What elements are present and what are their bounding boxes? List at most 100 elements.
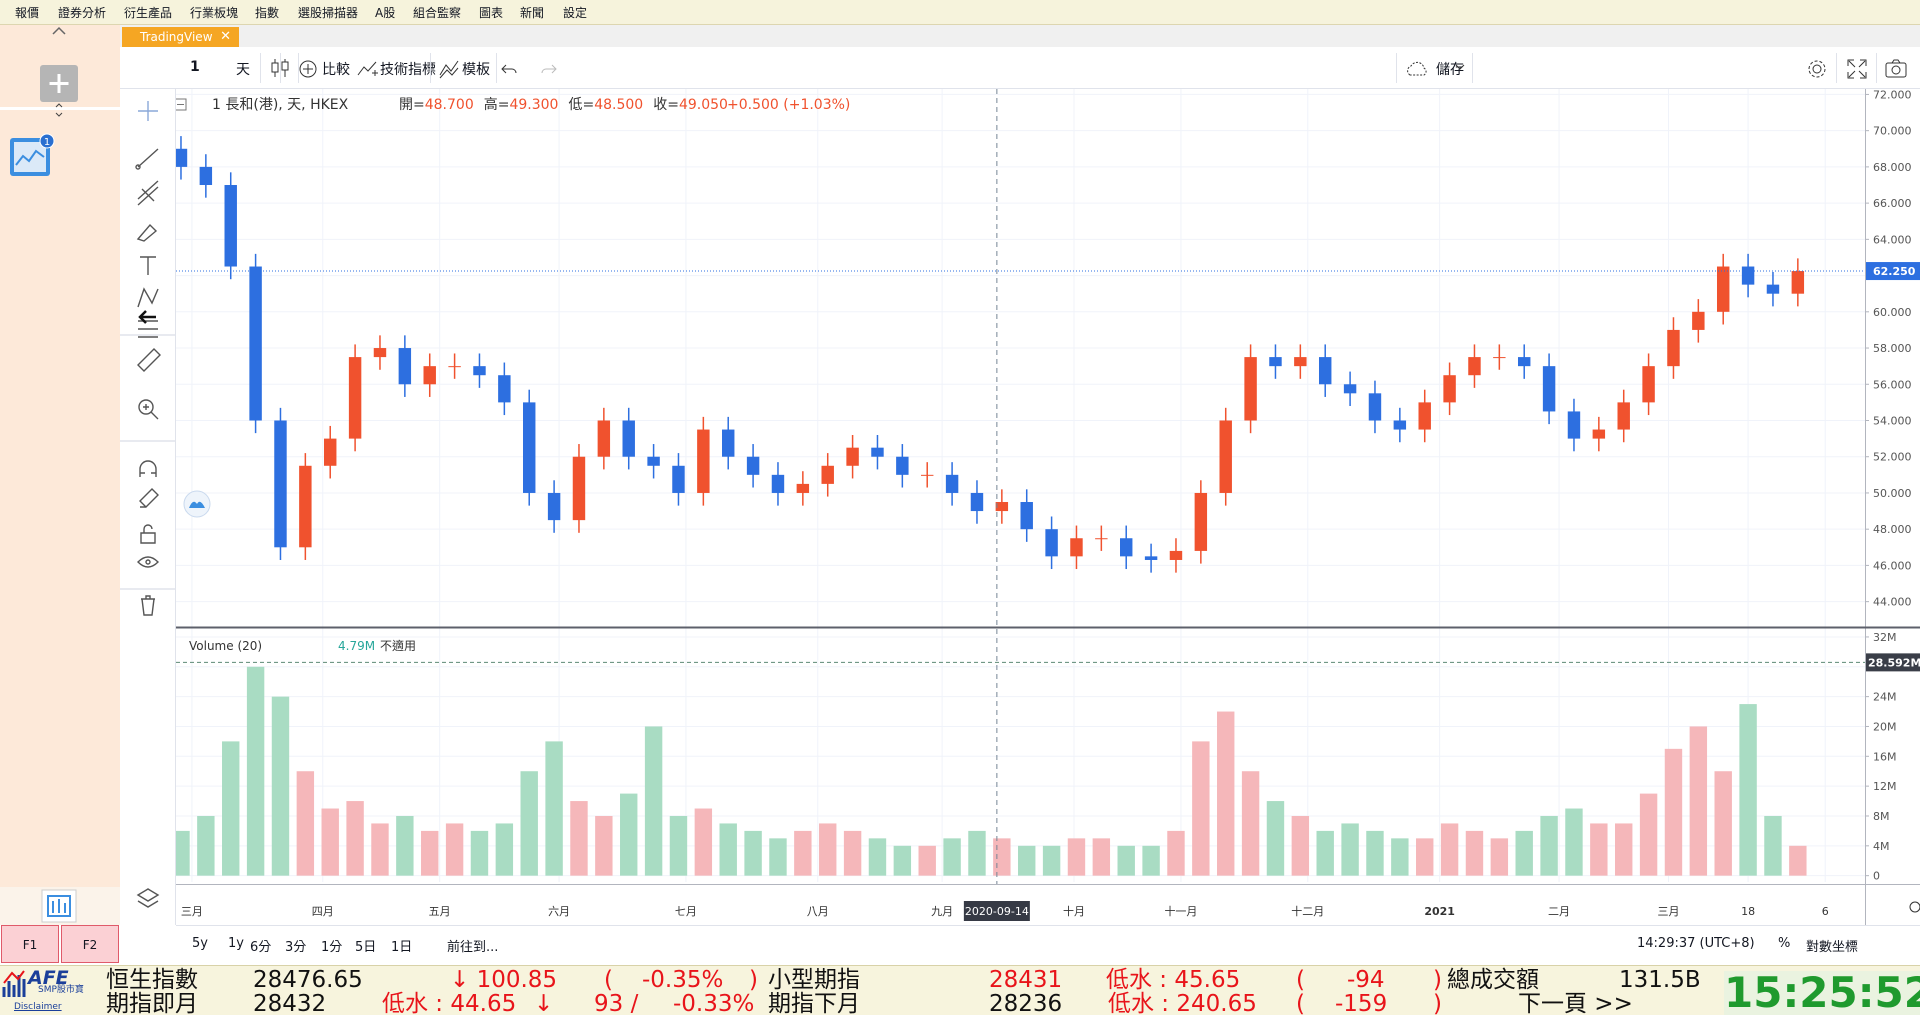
tab-title: TradingView	[140, 30, 213, 44]
y-tick-label: 54.000	[1873, 414, 1912, 427]
volume-bar	[1142, 845, 1160, 876]
volume-bar	[819, 823, 837, 876]
prediction-tool[interactable]	[138, 320, 158, 338]
pitchfork-tool[interactable]	[137, 180, 159, 206]
menu-item[interactable]: 新聞	[520, 6, 545, 20]
ohlc-name: 高=	[484, 96, 510, 113]
pattern-tool[interactable]	[137, 287, 159, 308]
menu-item[interactable]: 設定	[563, 6, 588, 20]
range-button[interactable]: 1分	[321, 940, 343, 955]
cloud-icon	[1407, 61, 1427, 76]
volume-bar	[1092, 838, 1111, 876]
range-button[interactable]: 6分	[250, 940, 272, 955]
mini-futures-value: 28431	[989, 967, 1063, 993]
lock-drawings-tool[interactable]	[139, 488, 159, 508]
back-tool[interactable]	[138, 310, 156, 324]
collapse-arrow[interactable]	[52, 26, 66, 35]
interval[interactable]: 天	[236, 62, 250, 78]
templates-button[interactable]: 模板	[462, 62, 490, 78]
resize-handle[interactable]	[55, 103, 63, 117]
next-page[interactable]: 下一頁 >>	[1518, 991, 1633, 1017]
tab[interactable]: TradingView ✕	[122, 27, 239, 47]
x-tick-label: 四月	[312, 905, 334, 918]
candle-body	[1244, 357, 1257, 421]
lock-tool[interactable]	[140, 524, 156, 544]
menu-item[interactable]: 選股掃描器	[298, 6, 359, 20]
percent-toggle[interactable]: %	[1778, 936, 1791, 951]
candle-body	[746, 456, 760, 475]
range-button[interactable]: 5日	[355, 940, 377, 955]
zoom-tool[interactable]	[138, 399, 159, 420]
candle-body	[1393, 420, 1407, 430]
menu-item[interactable]: 證券分析	[58, 6, 107, 20]
separator	[298, 53, 299, 83]
range-button[interactable]: 5y	[192, 936, 208, 951]
menu-item[interactable]: 組合監察	[413, 6, 462, 20]
paren: )	[749, 967, 758, 993]
menu-item[interactable]: A股	[375, 6, 396, 20]
f2-key[interactable]: F2	[61, 925, 119, 963]
x-tick-label: 八月	[807, 905, 829, 918]
chart-style-button[interactable]	[268, 57, 292, 79]
separator	[1472, 53, 1473, 83]
delete-tool[interactable]	[141, 595, 155, 616]
y-tick-label: 8M	[1873, 810, 1890, 823]
next-month-value: 28236	[989, 991, 1063, 1017]
candle-body	[1418, 402, 1431, 430]
goto-button[interactable]: 前往到...	[447, 940, 499, 955]
volume-bar	[1540, 815, 1558, 876]
range-button[interactable]: 1日	[391, 940, 413, 955]
ticker: AFE SMP股市寶 Disclaimer 恒生指數 28476.65 ↓ 10…	[0, 965, 1920, 1017]
volume-bar	[371, 823, 389, 876]
f1-key[interactable]: F1	[1, 925, 59, 963]
toolbar: 1 天 比較 技術指標 模板 儲存	[120, 47, 1920, 89]
clock-time: 14:29:37 (UTC+8)	[1637, 936, 1755, 951]
ohlc-value: 48.700	[425, 97, 474, 113]
brush-tool[interactable]	[136, 223, 158, 242]
candle-body	[697, 429, 710, 493]
save-menu-arrow[interactable]	[1454, 61, 1466, 73]
divider	[0, 107, 120, 110]
candle-body	[498, 375, 511, 403]
candle-body	[547, 492, 561, 521]
ruler-tool[interactable]	[137, 348, 161, 372]
disclaimer-link[interactable]: Disclaimer	[14, 1002, 62, 1012]
volume-bar	[669, 815, 688, 876]
menu-item[interactable]: 行業板塊	[190, 6, 239, 20]
menu-item[interactable]: 衍生產品	[124, 6, 173, 20]
menu-item[interactable]: 圖表	[479, 6, 504, 20]
magnet-tool[interactable]	[139, 460, 157, 477]
compare-button[interactable]: 比較	[322, 62, 350, 78]
volume-bar	[943, 838, 961, 876]
candle-body	[945, 474, 959, 493]
candle-body	[1095, 538, 1108, 540]
trend-line-tool[interactable]	[135, 148, 159, 170]
symbol-input[interactable]: 1	[190, 59, 200, 75]
visibility-tool[interactable]	[137, 556, 159, 568]
crosshair-tool[interactable]	[138, 101, 158, 121]
log-toggle[interactable]: 對數坐標	[1806, 940, 1859, 955]
indicators-button[interactable]: 技術指標	[380, 62, 436, 78]
candle-body	[1194, 492, 1208, 551]
volume-bar	[1789, 845, 1807, 876]
text-tool[interactable]	[140, 256, 156, 275]
futures-discount: 低水 : 44.65	[382, 991, 517, 1017]
screenshot-button[interactable]	[1884, 58, 1908, 80]
undo-redo[interactable]	[500, 59, 560, 79]
range-button[interactable]: 3分	[285, 940, 307, 955]
volume-bar	[1241, 771, 1260, 876]
layers-tool[interactable]	[136, 888, 160, 908]
volume-bar	[1266, 801, 1285, 876]
tab-close[interactable]: ✕	[220, 29, 231, 44]
fullscreen-button[interactable]	[1846, 58, 1868, 80]
range-button[interactable]: 1y	[228, 936, 244, 951]
x-tick-label: 2021	[1424, 905, 1455, 918]
ohlc-value: 49.050	[679, 97, 728, 113]
menu-item[interactable]: 報價	[15, 6, 40, 20]
futures-arrow: ↓	[534, 991, 554, 1017]
menu-item[interactable]: 指數	[255, 6, 280, 20]
volume-bar	[396, 815, 414, 876]
y-tick-label: 48.000	[1873, 523, 1912, 536]
time-axis-settings[interactable]	[1909, 901, 1920, 913]
settings-button[interactable]	[1806, 58, 1828, 80]
